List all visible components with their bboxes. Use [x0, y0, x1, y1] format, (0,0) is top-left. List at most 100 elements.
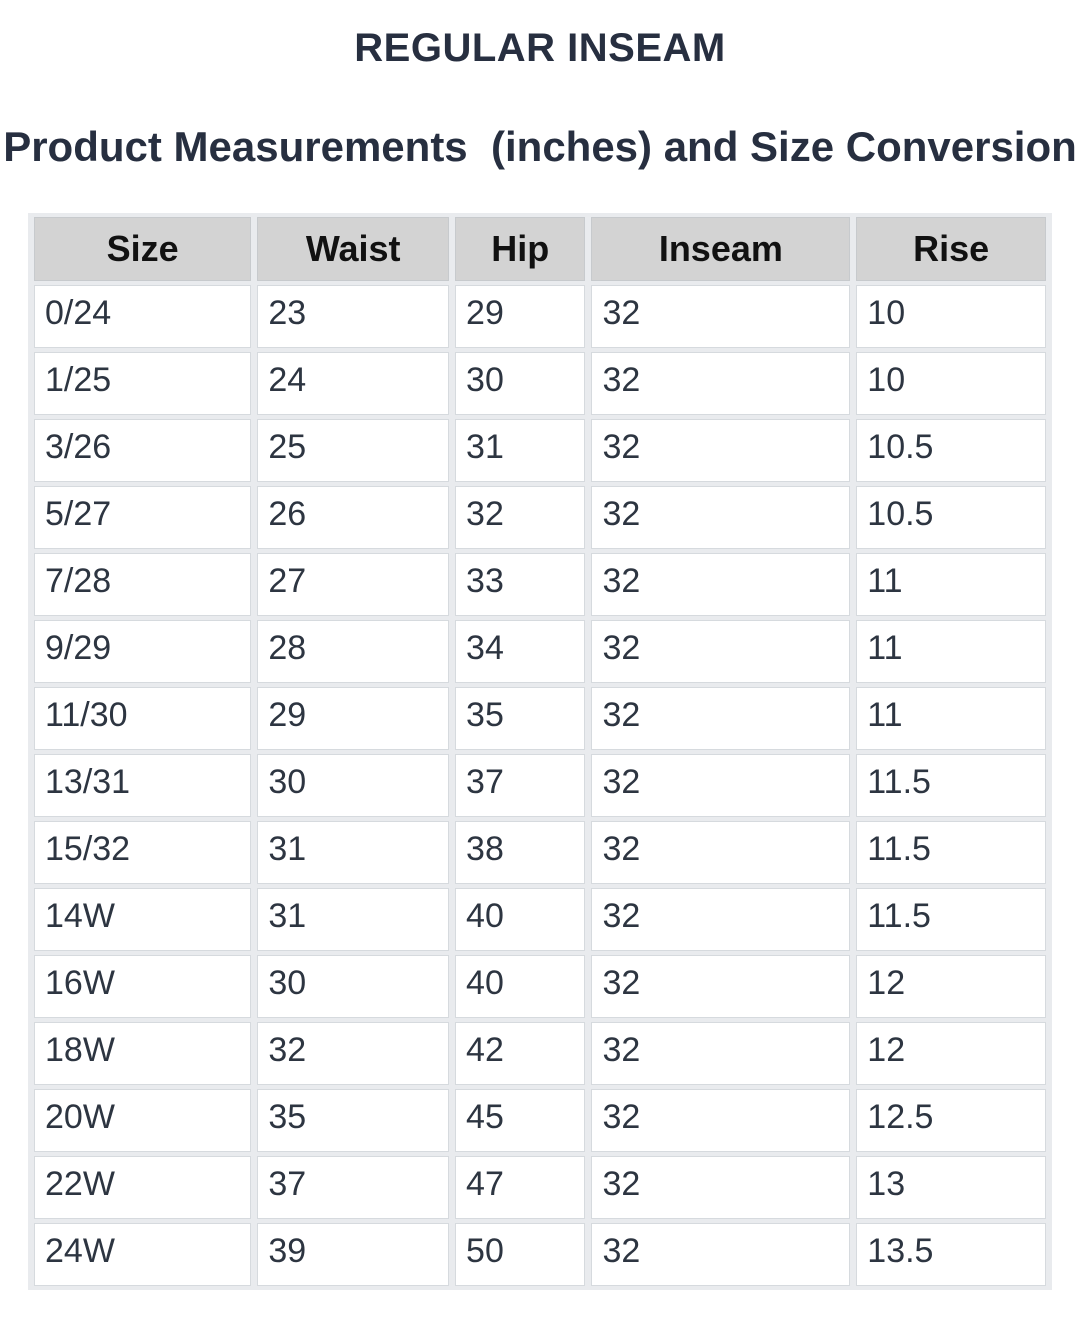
table-cell: 32 [591, 1223, 851, 1286]
table-cell: 32 [591, 821, 851, 884]
table-cell: 33 [455, 553, 586, 616]
size-chart-body: 0/24 23 29 32 10 1/25 24 30 32 10 3/26 25 31 32 10.5 5/… [34, 285, 1046, 1286]
table-cell: 10.5 [856, 419, 1046, 482]
table-cell: 11 [856, 687, 1046, 750]
table-cell: 32 [455, 486, 586, 549]
table-cell: 9/29 [34, 620, 252, 683]
table-cell: 7/28 [34, 553, 252, 616]
table-cell: 25 [257, 419, 450, 482]
table-row: 11/30 29 35 32 11 [34, 687, 1046, 750]
table-row: 22W 37 47 32 13 [34, 1156, 1046, 1219]
table-cell: 10 [856, 285, 1046, 348]
table-cell: 12 [856, 1022, 1046, 1085]
table-row: 24W 39 50 32 13.5 [34, 1223, 1046, 1286]
table-cell: 23 [257, 285, 450, 348]
page-title: REGULAR INSEAM [354, 26, 726, 70]
table-row: 14W 31 40 32 11.5 [34, 888, 1046, 951]
page-subtitle: Product Measurements (inches) and Size C… [3, 123, 1077, 170]
table-row: 7/28 27 33 32 11 [34, 553, 1046, 616]
table-cell: 24W [34, 1223, 252, 1286]
column-header-waist: Waist [257, 217, 450, 281]
table-cell: 42 [455, 1022, 586, 1085]
table-cell: 22W [34, 1156, 252, 1219]
table-cell: 11/30 [34, 687, 252, 750]
table-cell: 12 [856, 955, 1046, 1018]
table-cell: 32 [591, 419, 851, 482]
table-cell: 39 [257, 1223, 450, 1286]
table-cell: 32 [591, 687, 851, 750]
table-row: 0/24 23 29 32 10 [34, 285, 1046, 348]
table-cell: 35 [257, 1089, 450, 1152]
table-cell: 30 [257, 955, 450, 1018]
table-row: 20W 35 45 32 12.5 [34, 1089, 1046, 1152]
table-cell: 32 [591, 553, 851, 616]
table-cell: 29 [455, 285, 586, 348]
table-cell: 1/25 [34, 352, 252, 415]
table-cell: 32 [591, 754, 851, 817]
table-cell: 13/31 [34, 754, 252, 817]
table-cell: 31 [455, 419, 586, 482]
table-cell: 32 [591, 888, 851, 951]
table-cell: 5/27 [34, 486, 252, 549]
table-cell: 32 [591, 352, 851, 415]
table-row: 3/26 25 31 32 10.5 [34, 419, 1046, 482]
table-cell: 28 [257, 620, 450, 683]
table-cell: 31 [257, 821, 450, 884]
table-cell: 50 [455, 1223, 586, 1286]
table-cell: 47 [455, 1156, 586, 1219]
table-cell: 32 [591, 285, 851, 348]
column-header-inseam: Inseam [591, 217, 851, 281]
table-cell: 45 [455, 1089, 586, 1152]
table-cell: 37 [257, 1156, 450, 1219]
table-cell: 30 [455, 352, 586, 415]
table-cell: 32 [591, 620, 851, 683]
table-cell: 10 [856, 352, 1046, 415]
table-cell: 10.5 [856, 486, 1046, 549]
size-chart-header-row: Size Waist Hip Inseam Rise [34, 217, 1046, 281]
table-cell: 32 [591, 1089, 851, 1152]
table-row: 5/27 26 32 32 10.5 [34, 486, 1046, 549]
table-row: 18W 32 42 32 12 [34, 1022, 1046, 1085]
table-cell: 30 [257, 754, 450, 817]
table-cell: 15/32 [34, 821, 252, 884]
table-cell: 32 [591, 955, 851, 1018]
table-cell: 20W [34, 1089, 252, 1152]
table-cell: 12.5 [856, 1089, 1046, 1152]
column-header-hip: Hip [455, 217, 586, 281]
table-cell: 26 [257, 486, 450, 549]
table-cell: 29 [257, 687, 450, 750]
table-cell: 32 [591, 486, 851, 549]
table-row: 1/25 24 30 32 10 [34, 352, 1046, 415]
table-cell: 40 [455, 888, 586, 951]
table-cell: 35 [455, 687, 586, 750]
table-cell: 32 [591, 1156, 851, 1219]
table-cell: 27 [257, 553, 450, 616]
table-cell: 32 [591, 1022, 851, 1085]
column-header-rise: Rise [856, 217, 1046, 281]
table-cell: 31 [257, 888, 450, 951]
size-chart-table: Size Waist Hip Inseam Rise 0/24 23 29 32 10 1/25 2… [28, 213, 1052, 1290]
table-row: 9/29 28 34 32 11 [34, 620, 1046, 683]
table-cell: 18W [34, 1022, 252, 1085]
table-cell: 13 [856, 1156, 1046, 1219]
table-cell: 16W [34, 955, 252, 1018]
table-cell: 40 [455, 955, 586, 1018]
table-cell: 38 [455, 821, 586, 884]
table-cell: 14W [34, 888, 252, 951]
table-cell: 11 [856, 620, 1046, 683]
table-cell: 13.5 [856, 1223, 1046, 1286]
table-cell: 11.5 [856, 754, 1046, 817]
table-row: 13/31 30 37 32 11.5 [34, 754, 1046, 817]
table-cell: 24 [257, 352, 450, 415]
table-cell: 37 [455, 754, 586, 817]
table-cell: 3/26 [34, 419, 252, 482]
table-cell: 11 [856, 553, 1046, 616]
table-cell: 34 [455, 620, 586, 683]
table-cell: 0/24 [34, 285, 252, 348]
table-cell: 11.5 [856, 888, 1046, 951]
table-row: 16W 30 40 32 12 [34, 955, 1046, 1018]
table-cell: 11.5 [856, 821, 1046, 884]
table-row: 15/32 31 38 32 11.5 [34, 821, 1046, 884]
column-header-size: Size [34, 217, 252, 281]
